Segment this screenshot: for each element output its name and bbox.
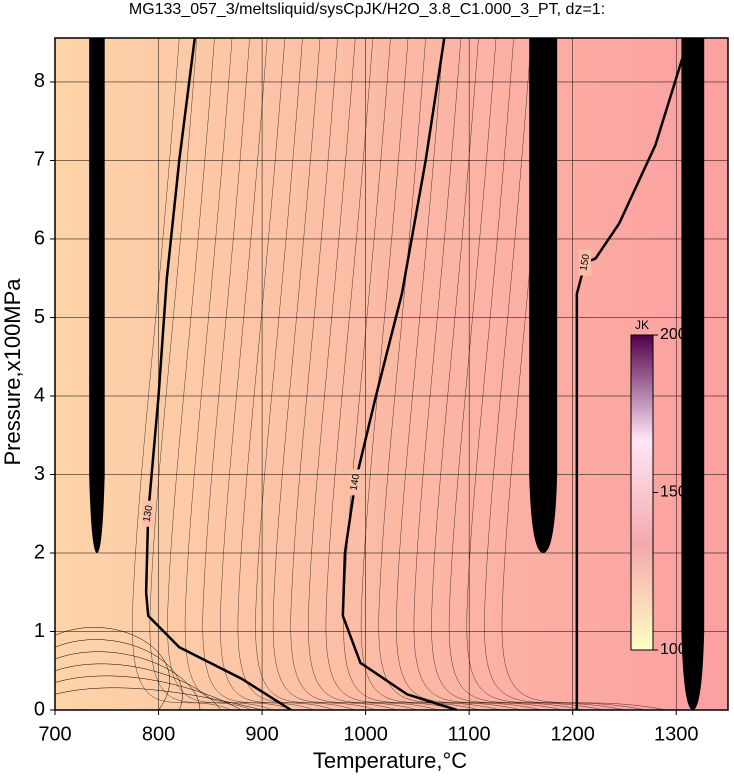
plot-content: 130 140 150 <box>55 38 705 710</box>
y-tick-label: 0 <box>34 698 45 720</box>
minor-contour <box>290 38 418 710</box>
x-tick-label: 700 <box>38 723 71 745</box>
dense-contour-band <box>681 38 705 710</box>
y-tick-label: 1 <box>34 620 45 642</box>
minor-contour <box>237 38 356 710</box>
contour-label: 130 <box>141 504 155 523</box>
contour-label-bg <box>142 500 155 527</box>
minor-contour <box>343 38 480 710</box>
minor-contour <box>255 38 377 710</box>
y-tick-label: 3 <box>34 463 45 485</box>
minor-contour <box>360 38 501 710</box>
contour-label-bg <box>349 469 362 496</box>
y-tick-label: 5 <box>34 306 45 328</box>
minor-contour <box>466 38 625 710</box>
minor-contour <box>220 38 335 710</box>
y-tick-label: 2 <box>34 541 45 563</box>
minor-contour <box>167 38 273 710</box>
x-tick-label: 1300 <box>654 723 699 745</box>
dense-contour-band <box>529 38 558 553</box>
minor-contour <box>431 38 584 710</box>
colorbar-tick-label: 200 <box>660 326 687 343</box>
minor-contour <box>132 38 232 710</box>
x-tick-label: 900 <box>245 723 278 745</box>
x-tick-label: 800 <box>142 723 175 745</box>
minor-contour <box>325 38 459 710</box>
contour-label-bg <box>579 249 592 276</box>
colorbar-label: JK <box>635 318 649 332</box>
contour-label: 150 <box>578 253 592 272</box>
minor-contour <box>396 38 542 710</box>
y-tick-label: 8 <box>34 70 45 92</box>
minor-contour <box>55 639 183 710</box>
minor-contour <box>202 38 314 710</box>
x-tick-label: 1100 <box>448 723 491 745</box>
minor-contour <box>55 675 242 710</box>
plot-frame <box>54 37 729 711</box>
x-axis-label: Temperature,°C <box>313 748 467 773</box>
x-tick-label: 1200 <box>550 723 595 745</box>
plot-background <box>55 38 728 710</box>
colorbar <box>630 334 654 651</box>
y-tick-label: 4 <box>34 384 45 406</box>
y-axis-label: Pressure,x100MPa <box>0 278 25 466</box>
contour-line <box>341 38 458 710</box>
x-tick-label: 1000 <box>343 723 388 745</box>
colorbar-tick-label: 100 <box>660 641 687 658</box>
colorbar-tick-label: 150 <box>660 484 687 501</box>
contour-label: 140 <box>349 473 363 492</box>
minor-contour <box>149 38 252 710</box>
minor-contour <box>448 38 604 710</box>
minor-contour <box>272 38 397 710</box>
y-tick-label: 6 <box>34 227 45 249</box>
minor-contour <box>308 38 439 710</box>
minor-contour <box>484 38 646 710</box>
minor-contour <box>55 663 221 710</box>
dense-contour-band <box>89 38 105 553</box>
minor-contour <box>55 627 170 710</box>
y-tick-label: 7 <box>34 149 45 171</box>
chart-title: MG133_057_3/meltsliquid/sysCpJK/H2O_3.8_… <box>129 1 605 18</box>
minor-contour <box>413 38 563 710</box>
